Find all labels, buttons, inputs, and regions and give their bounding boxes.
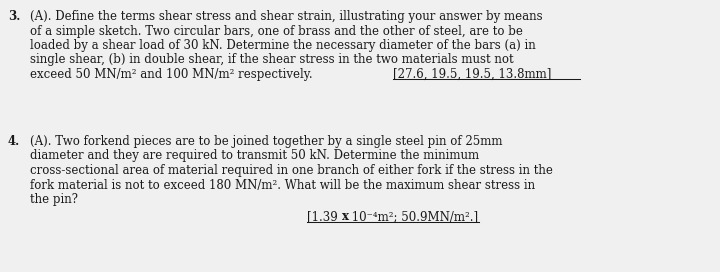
Text: 10⁻⁴m²; 50.9MN/m².]: 10⁻⁴m²; 50.9MN/m².] xyxy=(348,211,479,224)
Text: the pin?: the pin? xyxy=(30,193,78,206)
Text: (A). Define the terms shear stress and shear strain, illustrating your answer by: (A). Define the terms shear stress and s… xyxy=(30,10,543,23)
Text: single shear, (b) in double shear, if the shear stress in the two materials must: single shear, (b) in double shear, if th… xyxy=(30,54,513,66)
Text: 3.: 3. xyxy=(8,10,20,23)
Text: diameter and they are required to transmit 50 kN. Determine the minimum: diameter and they are required to transm… xyxy=(30,150,479,162)
Text: 4.: 4. xyxy=(8,135,20,148)
Text: (A). Two forkend pieces are to be joined together by a single steel pin of 25mm: (A). Two forkend pieces are to be joined… xyxy=(30,135,503,148)
Text: fork material is not to exceed 180 MN/m². What will be the maximum shear stress : fork material is not to exceed 180 MN/m²… xyxy=(30,178,535,191)
Text: x: x xyxy=(341,211,348,224)
Text: [1.39: [1.39 xyxy=(307,211,341,224)
Text: loaded by a shear load of 30 kN. Determine the necessary diameter of the bars (a: loaded by a shear load of 30 kN. Determi… xyxy=(30,39,536,52)
Text: of a simple sketch. Two circular bars, one of brass and the other of steel, are : of a simple sketch. Two circular bars, o… xyxy=(30,24,523,38)
Text: [27.6, 19.5, 19.5, 13.8mm]: [27.6, 19.5, 19.5, 13.8mm] xyxy=(393,68,552,81)
Text: exceed 50 MN/m² and 100 MN/m² respectively.: exceed 50 MN/m² and 100 MN/m² respective… xyxy=(30,68,312,81)
Text: cross-sectional area of material required in one branch of either fork if the st: cross-sectional area of material require… xyxy=(30,164,553,177)
